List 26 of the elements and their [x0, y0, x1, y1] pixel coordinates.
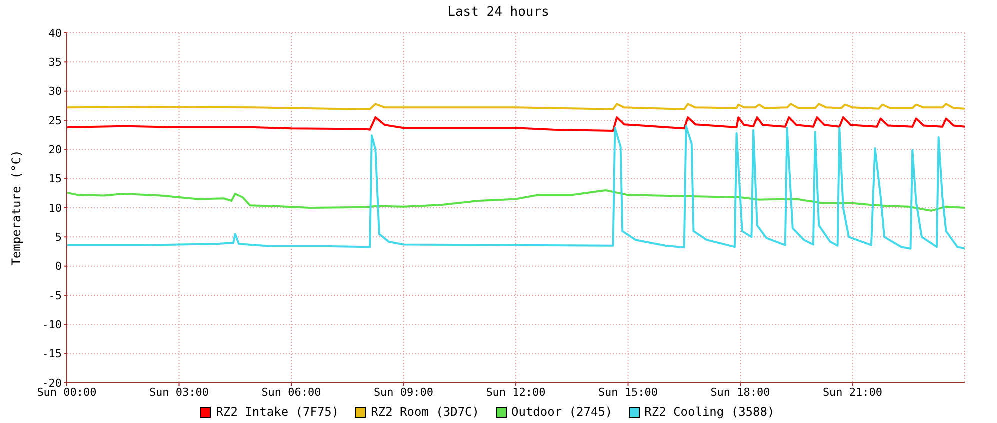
y-tick-label: 5	[55, 231, 62, 244]
x-tick-label: Sun 18:00	[710, 386, 770, 399]
x-tick-label: Sun 03:00	[149, 386, 210, 399]
y-tick-label: -10	[42, 318, 62, 332]
x-tick-label: Sun 12:00	[486, 386, 546, 399]
y-axis-title: Temperature (°C)	[9, 150, 24, 266]
legend-label: Outdoor (2745)	[510, 405, 613, 419]
legend-label: RZ2 Intake (7F75)	[215, 405, 340, 419]
y-tick-label: 25	[48, 114, 62, 128]
chart-title: Last 24 hours	[446, 4, 550, 22]
y-tick-label: 40	[48, 26, 62, 40]
y-tick-label: 35	[48, 56, 62, 70]
y-tick-label: 20	[48, 144, 62, 157]
x-tick-label: Sun 15:00	[598, 386, 658, 399]
x-tick-label: Sun 09:00	[374, 386, 434, 399]
x-tick-label: Sun 21:00	[822, 386, 883, 399]
legend-label: RZ2 Cooling (3588)	[644, 405, 775, 419]
y-tick-label: -5	[48, 289, 62, 302]
y-tick-label: 30	[48, 85, 62, 98]
y-tick-label: 15	[48, 172, 62, 186]
y-tick-label: 10	[48, 202, 62, 215]
x-tick-label: Sun 06:00	[262, 386, 322, 399]
y-tick-label: -20	[42, 376, 62, 390]
y-tick-label: -15	[42, 348, 62, 361]
y-tick-label: 0	[55, 260, 62, 274]
legend-label: RZ2 Room (3D7C)	[370, 405, 480, 419]
